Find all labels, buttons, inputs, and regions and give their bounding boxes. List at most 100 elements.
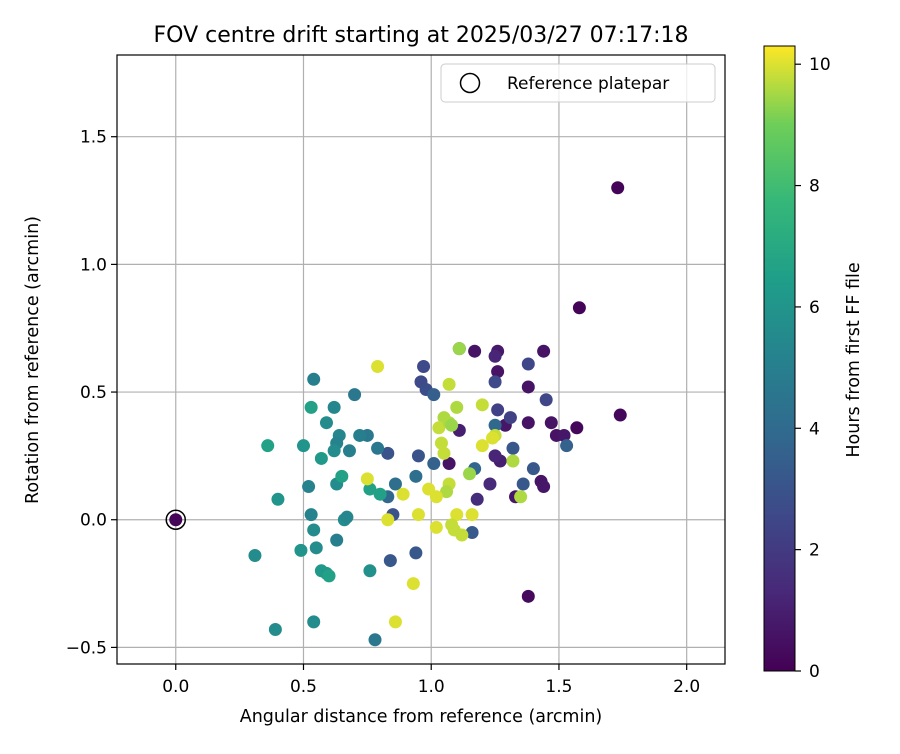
x-tick-label: 0.0: [162, 677, 189, 697]
scatter-point: [360, 472, 374, 486]
legend-reference-marker: [459, 72, 481, 94]
scatter-point: [437, 446, 451, 460]
scatter-point: [427, 388, 441, 402]
scatter-point: [429, 520, 443, 534]
scatter-point: [465, 525, 479, 539]
scatter-point: [353, 428, 367, 442]
scatter-point: [560, 439, 574, 453]
scatter-point: [465, 508, 479, 522]
scatter-point: [342, 444, 356, 458]
scatter-point: [304, 400, 318, 414]
scatter-point: [475, 398, 489, 412]
scatter-point: [516, 477, 530, 491]
scatter-point: [383, 554, 397, 568]
scatter-point: [371, 360, 385, 374]
plot-frame: [116, 54, 726, 665]
scatter-point: [503, 411, 517, 425]
y-axis-label: Rotation from reference (arcmin): [23, 216, 43, 504]
scatter-point: [363, 482, 377, 496]
scatter-point: [309, 541, 323, 555]
x-axis-label: Angular distance from reference (arcmin): [240, 707, 603, 727]
scatter-point: [557, 428, 571, 442]
x-tick-label: 1.5: [545, 677, 572, 697]
scatter-point: [409, 469, 423, 483]
scatter-point: [327, 400, 341, 414]
scatter-point: [570, 421, 584, 435]
x-axis-ticks: 0.0 0.5 1.0 1.5 2.0: [162, 664, 700, 697]
scatter-point: [411, 508, 425, 522]
scatter-point: [261, 439, 275, 453]
scatter-point: [368, 633, 382, 647]
x-tick-label: 2.0: [673, 677, 700, 697]
y-axis-ticks: −0.5 0.0 0.5 1.0 1.5: [66, 128, 117, 658]
scatter-point: [411, 449, 425, 463]
scatter-point: [491, 365, 505, 379]
scatter-point: [521, 380, 535, 394]
scatter-point: [463, 467, 477, 481]
scatter-point: [572, 301, 586, 315]
scatter-point: [442, 457, 456, 471]
scatter-point: [450, 400, 464, 414]
scatter-point: [327, 444, 341, 458]
scatter-point: [521, 589, 535, 603]
colorbar-tick-label: 2: [809, 541, 820, 561]
scatter-point: [330, 533, 344, 547]
scatter-point: [486, 431, 500, 445]
scatter-point: [381, 446, 395, 460]
colorbar-ticks: 0 2 4 6 8 10: [795, 55, 831, 682]
colorbar-tick-label: 8: [809, 177, 820, 197]
colorbar-tick-label: 10: [809, 55, 831, 75]
scatter-point: [406, 577, 420, 591]
scatter-point: [506, 441, 520, 455]
scatter-point: [442, 377, 456, 391]
scatter-point: [452, 342, 466, 356]
scatter-point: [488, 349, 502, 363]
scatter-point: [488, 418, 502, 432]
y-tick-label: 0.0: [80, 511, 107, 531]
scatter-point: [514, 490, 528, 504]
colorbar-tick-label: 6: [809, 298, 820, 318]
scatter-point: [268, 623, 282, 637]
colorbar-gradient: [763, 45, 796, 672]
scatter-point: [409, 546, 423, 560]
scatter-point: [248, 548, 262, 562]
scatter-point: [396, 487, 410, 501]
scatter-point: [271, 492, 285, 506]
scatter-point: [429, 490, 443, 504]
y-tick-label: −0.5: [66, 638, 107, 658]
scatter-point: [304, 508, 318, 522]
scatter-point: [169, 513, 183, 527]
scatter-point: [539, 393, 553, 407]
scatter-point: [611, 181, 625, 195]
y-tick-label: 0.5: [80, 383, 107, 403]
scatter-point: [488, 449, 502, 463]
scatter-point: [488, 375, 502, 389]
scatter-point: [483, 477, 497, 491]
scatter-point: [544, 416, 558, 430]
scatter-point: [363, 564, 377, 578]
scatter-point: [475, 439, 489, 453]
scatter-point: [381, 513, 395, 527]
colorbar-tick-label: 0: [809, 662, 820, 682]
scatter-point: [371, 441, 385, 455]
scatter-point: [348, 388, 362, 402]
legend: Reference platepar: [440, 63, 716, 103]
scatter-point: [388, 615, 402, 629]
colorbar-tick-label: 4: [809, 419, 820, 439]
y-tick-label: 1.5: [80, 128, 107, 148]
chart-title: FOV centre drift starting at 2025/03/27 …: [154, 23, 689, 48]
scatter-point: [434, 436, 448, 450]
scatter-point: [537, 480, 551, 494]
scatter-point: [468, 344, 482, 358]
scatter-point: [302, 480, 316, 494]
colorbar-label: Hours from first FF file: [844, 262, 864, 457]
data-points: [169, 181, 627, 647]
colorbar: 0 2 4 6 8 10 Hours from first FF file: [763, 45, 864, 682]
scatter-point: [373, 487, 387, 501]
scatter-point: [521, 357, 535, 371]
scatter-point: [307, 372, 321, 386]
scatter-point: [491, 403, 505, 417]
y-tick-label: 1.0: [80, 255, 107, 275]
